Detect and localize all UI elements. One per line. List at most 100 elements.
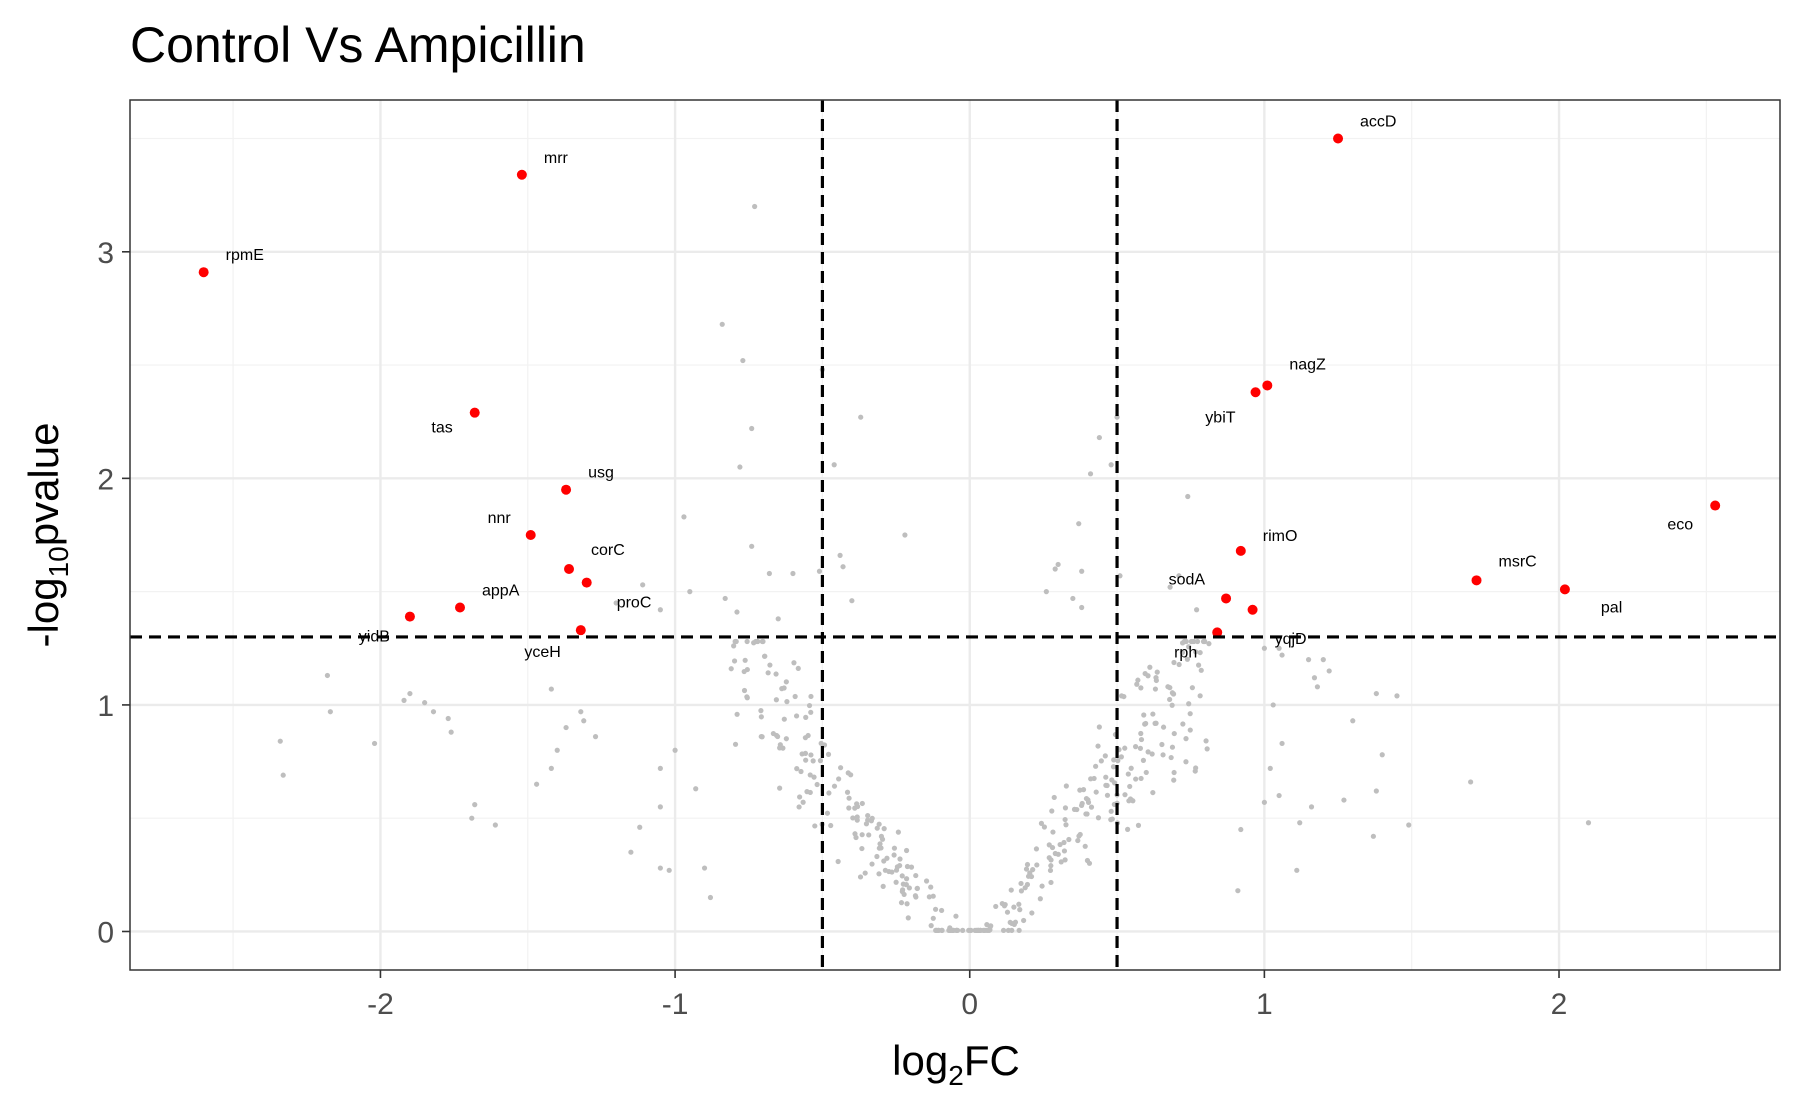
background-point bbox=[1009, 927, 1015, 933]
background-point bbox=[1194, 638, 1201, 645]
background-point bbox=[1196, 662, 1202, 668]
background-point bbox=[1176, 573, 1182, 579]
background-point bbox=[1121, 693, 1127, 700]
background-point bbox=[1171, 730, 1177, 737]
background-point bbox=[1193, 765, 1199, 771]
background-point bbox=[850, 815, 856, 821]
background-point bbox=[578, 709, 584, 715]
y-axis: 0 1 2 3 bbox=[97, 237, 130, 949]
background-point bbox=[672, 747, 678, 753]
y-tick-label: 2 bbox=[97, 463, 114, 496]
background-point bbox=[1125, 771, 1131, 777]
background-point bbox=[693, 786, 699, 792]
background-point bbox=[1267, 765, 1273, 771]
background-point bbox=[1170, 691, 1176, 697]
background-point bbox=[1108, 808, 1114, 814]
background-point bbox=[993, 903, 999, 910]
background-point bbox=[777, 742, 783, 748]
significant-point bbox=[581, 577, 592, 588]
background-point bbox=[816, 568, 823, 574]
background-point bbox=[737, 464, 743, 470]
background-point bbox=[759, 734, 765, 740]
x-tick-label: 1 bbox=[1256, 988, 1273, 1021]
background-point bbox=[1179, 649, 1186, 656]
background-point bbox=[784, 699, 790, 705]
significant-point bbox=[1559, 584, 1570, 595]
background-point bbox=[795, 665, 801, 672]
background-point bbox=[930, 915, 936, 921]
background-point bbox=[1018, 888, 1025, 894]
background-point bbox=[1041, 824, 1047, 830]
background-point bbox=[817, 758, 824, 764]
background-point bbox=[1079, 568, 1085, 574]
background-point bbox=[1018, 880, 1024, 887]
background-point bbox=[740, 357, 746, 364]
background-point bbox=[1016, 927, 1022, 933]
background-point bbox=[1061, 839, 1067, 846]
background-point bbox=[1152, 720, 1158, 726]
background-point bbox=[1066, 836, 1072, 843]
background-point bbox=[891, 845, 898, 851]
background-point bbox=[1088, 804, 1095, 810]
background-point bbox=[826, 790, 832, 796]
background-point bbox=[1149, 751, 1155, 757]
gene-labels: accD mrr rpmE nagZ ybiT tas usg eco nnr rimO corC m… bbox=[226, 114, 1694, 662]
y-tick-label: 1 bbox=[97, 690, 114, 723]
background-point bbox=[825, 751, 832, 757]
background-point bbox=[840, 564, 846, 570]
background-point bbox=[1062, 805, 1069, 811]
background-point bbox=[803, 714, 809, 720]
background-point bbox=[1150, 789, 1156, 796]
background-point bbox=[732, 741, 739, 747]
background-point bbox=[1058, 859, 1064, 865]
background-point bbox=[1294, 867, 1300, 873]
background-point bbox=[628, 849, 634, 855]
background-point bbox=[1160, 752, 1166, 758]
background-point bbox=[1180, 721, 1186, 727]
background-point bbox=[869, 861, 875, 867]
background-point bbox=[1373, 788, 1379, 794]
background-point bbox=[913, 872, 919, 879]
background-point bbox=[1063, 783, 1069, 789]
background-point bbox=[1052, 566, 1058, 572]
background-point bbox=[749, 425, 755, 432]
background-point bbox=[869, 815, 875, 821]
background-point bbox=[637, 824, 643, 830]
background-point bbox=[1117, 573, 1123, 579]
background-point bbox=[430, 709, 437, 715]
background-point bbox=[1350, 718, 1356, 724]
background-point bbox=[797, 794, 803, 800]
background-point bbox=[1143, 769, 1149, 776]
background-point bbox=[1118, 754, 1124, 760]
background-point bbox=[1305, 657, 1312, 663]
background-point bbox=[1075, 837, 1081, 844]
background-point bbox=[657, 765, 663, 771]
background-point bbox=[960, 927, 966, 933]
background-point bbox=[824, 810, 831, 816]
background-point bbox=[767, 662, 773, 668]
background-point bbox=[1297, 820, 1303, 826]
background-point bbox=[804, 789, 810, 795]
background-point bbox=[1011, 921, 1017, 928]
background-point bbox=[835, 858, 841, 865]
background-point bbox=[472, 802, 478, 808]
background-point bbox=[881, 858, 887, 864]
background-point bbox=[1235, 888, 1241, 894]
x-tick-label: -1 bbox=[662, 988, 689, 1021]
background-point bbox=[1152, 686, 1159, 692]
background-point bbox=[913, 894, 919, 900]
background-point bbox=[1022, 885, 1028, 891]
background-point bbox=[857, 874, 864, 880]
background-point bbox=[1127, 783, 1133, 790]
background-point bbox=[846, 795, 852, 801]
background-point bbox=[897, 856, 903, 862]
background-point bbox=[1138, 736, 1145, 743]
background-point bbox=[1084, 811, 1090, 817]
background-point bbox=[1011, 904, 1017, 910]
background-point bbox=[781, 716, 787, 722]
background-point bbox=[422, 700, 428, 706]
background-point bbox=[865, 812, 871, 819]
background-point bbox=[859, 832, 865, 838]
background-point bbox=[1061, 848, 1068, 854]
background-point bbox=[1133, 776, 1139, 782]
